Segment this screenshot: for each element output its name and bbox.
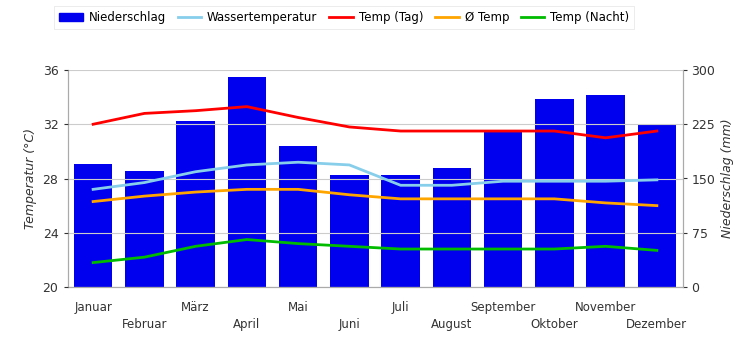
Bar bbox=[279, 146, 317, 287]
Bar bbox=[638, 124, 676, 287]
Bar bbox=[433, 168, 471, 287]
Bar bbox=[536, 99, 574, 287]
Bar bbox=[382, 175, 420, 287]
Text: August: August bbox=[431, 317, 472, 330]
Y-axis label: Temperatur (°C): Temperatur (°C) bbox=[24, 128, 37, 229]
Text: März: März bbox=[182, 301, 210, 314]
Text: Juni: Juni bbox=[338, 317, 360, 330]
Text: Februar: Februar bbox=[122, 317, 167, 330]
Text: Juli: Juli bbox=[392, 301, 410, 314]
Text: Januar: Januar bbox=[74, 301, 112, 314]
Bar bbox=[330, 175, 368, 287]
Bar bbox=[228, 77, 266, 287]
Text: Dezember: Dezember bbox=[626, 317, 688, 330]
Bar bbox=[484, 132, 522, 287]
Bar bbox=[74, 164, 112, 287]
Legend: Niederschlag, Wassertemperatur, Temp (Tag), Ø Temp, Temp (Nacht): Niederschlag, Wassertemperatur, Temp (Ta… bbox=[54, 6, 634, 29]
Y-axis label: Niederschlag (mm): Niederschlag (mm) bbox=[721, 119, 734, 238]
Text: November: November bbox=[575, 301, 636, 314]
Text: Oktober: Oktober bbox=[530, 317, 578, 330]
Text: Mai: Mai bbox=[288, 301, 308, 314]
Text: April: April bbox=[233, 317, 260, 330]
Bar bbox=[125, 171, 164, 287]
Text: September: September bbox=[470, 301, 536, 314]
Bar bbox=[176, 121, 214, 287]
Bar bbox=[586, 95, 625, 287]
